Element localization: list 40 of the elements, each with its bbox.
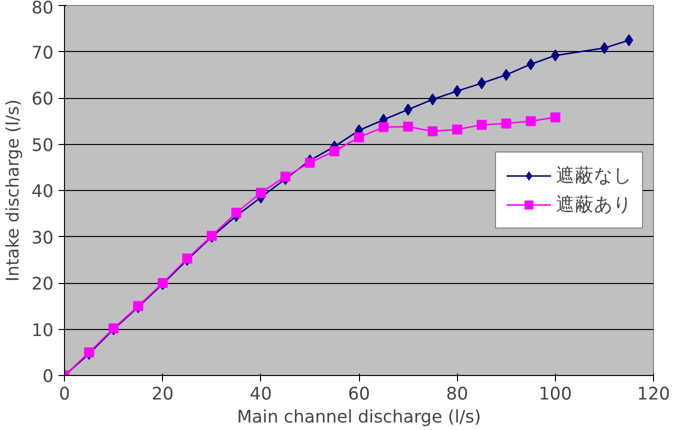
point	[526, 116, 536, 126]
point	[329, 146, 340, 156]
y-tick-label: 40	[31, 182, 54, 202]
x-tick-label: 0	[58, 384, 70, 404]
y-tick-label: 50	[31, 136, 54, 156]
point	[354, 132, 364, 142]
x-tick-label: 60	[348, 384, 370, 404]
point	[403, 122, 414, 132]
point	[452, 124, 462, 134]
legend-label: 遮蔽なし	[556, 164, 632, 188]
y-tick-label: 10	[31, 320, 54, 341]
x-tick-label: 100	[538, 384, 572, 404]
point	[428, 93, 437, 106]
point	[550, 112, 560, 122]
point	[280, 172, 290, 182]
x-tick-label: 120	[636, 384, 670, 404]
x-tick-label: 80	[446, 384, 468, 404]
y-axis-title: Intake discharge (l/s)	[3, 99, 24, 282]
y-tick-label: 60	[31, 90, 54, 110]
point	[256, 188, 266, 198]
point	[84, 347, 94, 358]
point	[182, 253, 192, 264]
y-tick-label: 30	[31, 228, 54, 248]
y-tick-label: 70	[31, 43, 54, 64]
legend-label: 遮蔽あり	[556, 194, 632, 218]
point	[378, 122, 389, 132]
point	[600, 42, 609, 54]
point	[476, 120, 487, 130]
x-tick-label: 20	[152, 384, 174, 404]
point	[624, 34, 634, 46]
x-tick-label: 40	[250, 384, 272, 404]
point	[501, 118, 512, 128]
point	[428, 126, 438, 136]
y-tick-label: 20	[31, 274, 54, 294]
y-tick-label: 0	[42, 367, 54, 387]
y-tick-label: 80	[31, 0, 54, 18]
point	[231, 208, 242, 218]
x-axis-title: Main channel discharge (l/s)	[236, 408, 482, 428]
point	[304, 158, 315, 168]
point	[404, 104, 412, 116]
